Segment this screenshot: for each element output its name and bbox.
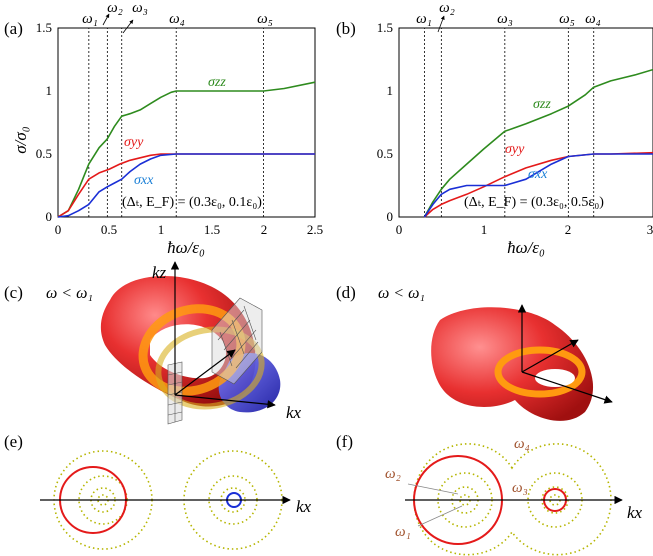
xtick-label: 1	[481, 222, 488, 237]
kx-axis-label: kx	[296, 497, 312, 516]
omega-label: ω₅	[559, 11, 575, 27]
kz-axis-label: kz	[152, 263, 167, 282]
panel-a-label: (a)	[4, 19, 23, 38]
omega-label: ω₁	[82, 11, 98, 27]
panel-b: (b) 0 0.5 1 1.5 0 1 2 3 ħω/ε₀ ω₁ ω₂ ω₃ ω…	[336, 0, 653, 257]
ytick-label: 1.5	[377, 20, 393, 35]
xtick-label: 2.5	[307, 222, 323, 237]
panel-e: (e) kx	[4, 432, 312, 550]
lattice-plane	[211, 297, 263, 385]
ytick-label: 0.5	[377, 146, 393, 161]
xtick-label: 0	[55, 222, 62, 237]
torus-surface	[431, 307, 594, 421]
panel-a-ylabel: σ/σ₀	[11, 126, 30, 153]
xtick-label: 2	[261, 222, 268, 237]
panel-a-xticks: 0 0.5 1 1.5 2 2.5	[55, 222, 323, 237]
omega-label: ω₃	[512, 480, 528, 496]
xtick-label: 2	[565, 222, 572, 237]
omega-label: ω₂	[385, 466, 401, 482]
omega-label: ω₁	[416, 11, 432, 27]
panel-b-xlabel: ħω/ε₀	[507, 238, 545, 257]
panel-e-label: (e)	[4, 432, 23, 451]
panel-a-annotation: (Δₜ, E_F) = (0.3ε₀, 0.1ε₀)	[122, 195, 262, 210]
ytick-label: 0	[387, 209, 394, 224]
depth-axis	[521, 339, 579, 373]
series-label-zz: σzz	[208, 75, 226, 90]
kx-axis-label: kx	[627, 503, 643, 522]
series-label-xx: σxx	[528, 167, 548, 182]
series-line-σxx	[57, 153, 315, 218]
series-label-yy: σyy	[505, 142, 525, 157]
kx-axis-label: kx	[286, 403, 302, 422]
dotted-outer-contour	[413, 443, 612, 556]
omega-label: ω₃	[497, 11, 513, 27]
panel-f-label: (f)	[336, 432, 353, 451]
panel-f: (f) kx ω₄ ω₂ ω₃ ω₁	[336, 432, 643, 556]
omega-pointer-arrow	[122, 19, 134, 34]
series-line-σzz	[57, 81, 316, 218]
series-line-σxx	[423, 153, 653, 218]
omega-label: ω₁	[395, 524, 411, 540]
omega-label: ω₂	[439, 0, 455, 16]
panel-c: (c) ω < ω₁ kz kx	[4, 261, 302, 425]
panel-b-xticks: 0 1 2 3	[396, 222, 653, 237]
panel-b-axes-box	[398, 27, 653, 218]
xtick-label: 0	[396, 222, 403, 237]
xtick-label: 3	[647, 222, 653, 237]
xtick-label: 1.5	[204, 222, 220, 237]
panel-b-label: (b)	[336, 19, 356, 38]
panel-a-omega-labels: ω₁ ω₂ ω₃ ω₄ ω₅	[82, 0, 273, 27]
ytick-label: 1	[387, 83, 394, 98]
omega-label: ω₄	[514, 436, 530, 452]
panel-c-condition: ω < ω₁	[46, 285, 93, 302]
ytick-label: 0	[46, 209, 53, 224]
torus-hole	[535, 369, 575, 387]
horizontal-axis	[521, 371, 613, 404]
fermi-ring	[155, 326, 265, 410]
xtick-label: 1	[158, 222, 165, 237]
omega-label: ω₅	[257, 11, 273, 27]
ytick-label: 1	[46, 83, 53, 98]
panel-a: (a) σ/σ₀ 0 0.5 1 1.5 0 0.5 1 1.5 2 2.5 ħ…	[4, 0, 323, 257]
omega-pointer	[407, 483, 459, 495]
third-axis	[174, 349, 236, 396]
series-label-xx: σxx	[134, 173, 154, 188]
panel-b-annotation: (Δₜ, E_F) = (0.3ε₀, 0.5ε₀)	[464, 195, 604, 210]
panel-a-plot	[57, 28, 316, 218]
panel-c-label: (c)	[4, 283, 23, 302]
omega-pointer	[417, 505, 463, 527]
series-line-σzz	[423, 68, 653, 218]
kx-axis	[174, 394, 276, 409]
panel-d-condition: ω < ω₁	[378, 285, 425, 302]
ytick-label: 1.5	[36, 20, 52, 35]
omega-label: ω₄	[169, 11, 185, 27]
panel-a-xlabel: ħω/ε₀	[167, 238, 205, 257]
omega-pointer-arrow	[102, 13, 110, 26]
panel-d-label: (d)	[336, 283, 356, 302]
panel-b-omega-labels: ω₁ ω₂ ω₃ ω₅ ω₄	[416, 0, 601, 27]
fermi-ring	[494, 346, 586, 398]
omega-label: ω₄	[585, 11, 601, 27]
xtick-label: 0.5	[101, 222, 117, 237]
omega-label: ω₃	[132, 0, 148, 16]
panel-a-yticks: 0 0.5 1 1.5	[36, 20, 52, 224]
series-label-zz: σzz	[533, 97, 551, 112]
panel-b-plot	[423, 28, 653, 218]
panel-a-axes-box	[57, 27, 316, 218]
series-label-yy: σyy	[124, 135, 144, 150]
omega-label: ω₂	[107, 0, 123, 16]
panel-d: (d) ω < ω₁	[336, 283, 613, 421]
omega-pointer-arrow	[437, 15, 445, 33]
ytick-label: 0.5	[36, 146, 52, 161]
panel-b-yticks: 0 0.5 1 1.5	[377, 20, 393, 224]
panel-f-omega-labels: ω₄ ω₂ ω₃ ω₁	[385, 436, 530, 540]
